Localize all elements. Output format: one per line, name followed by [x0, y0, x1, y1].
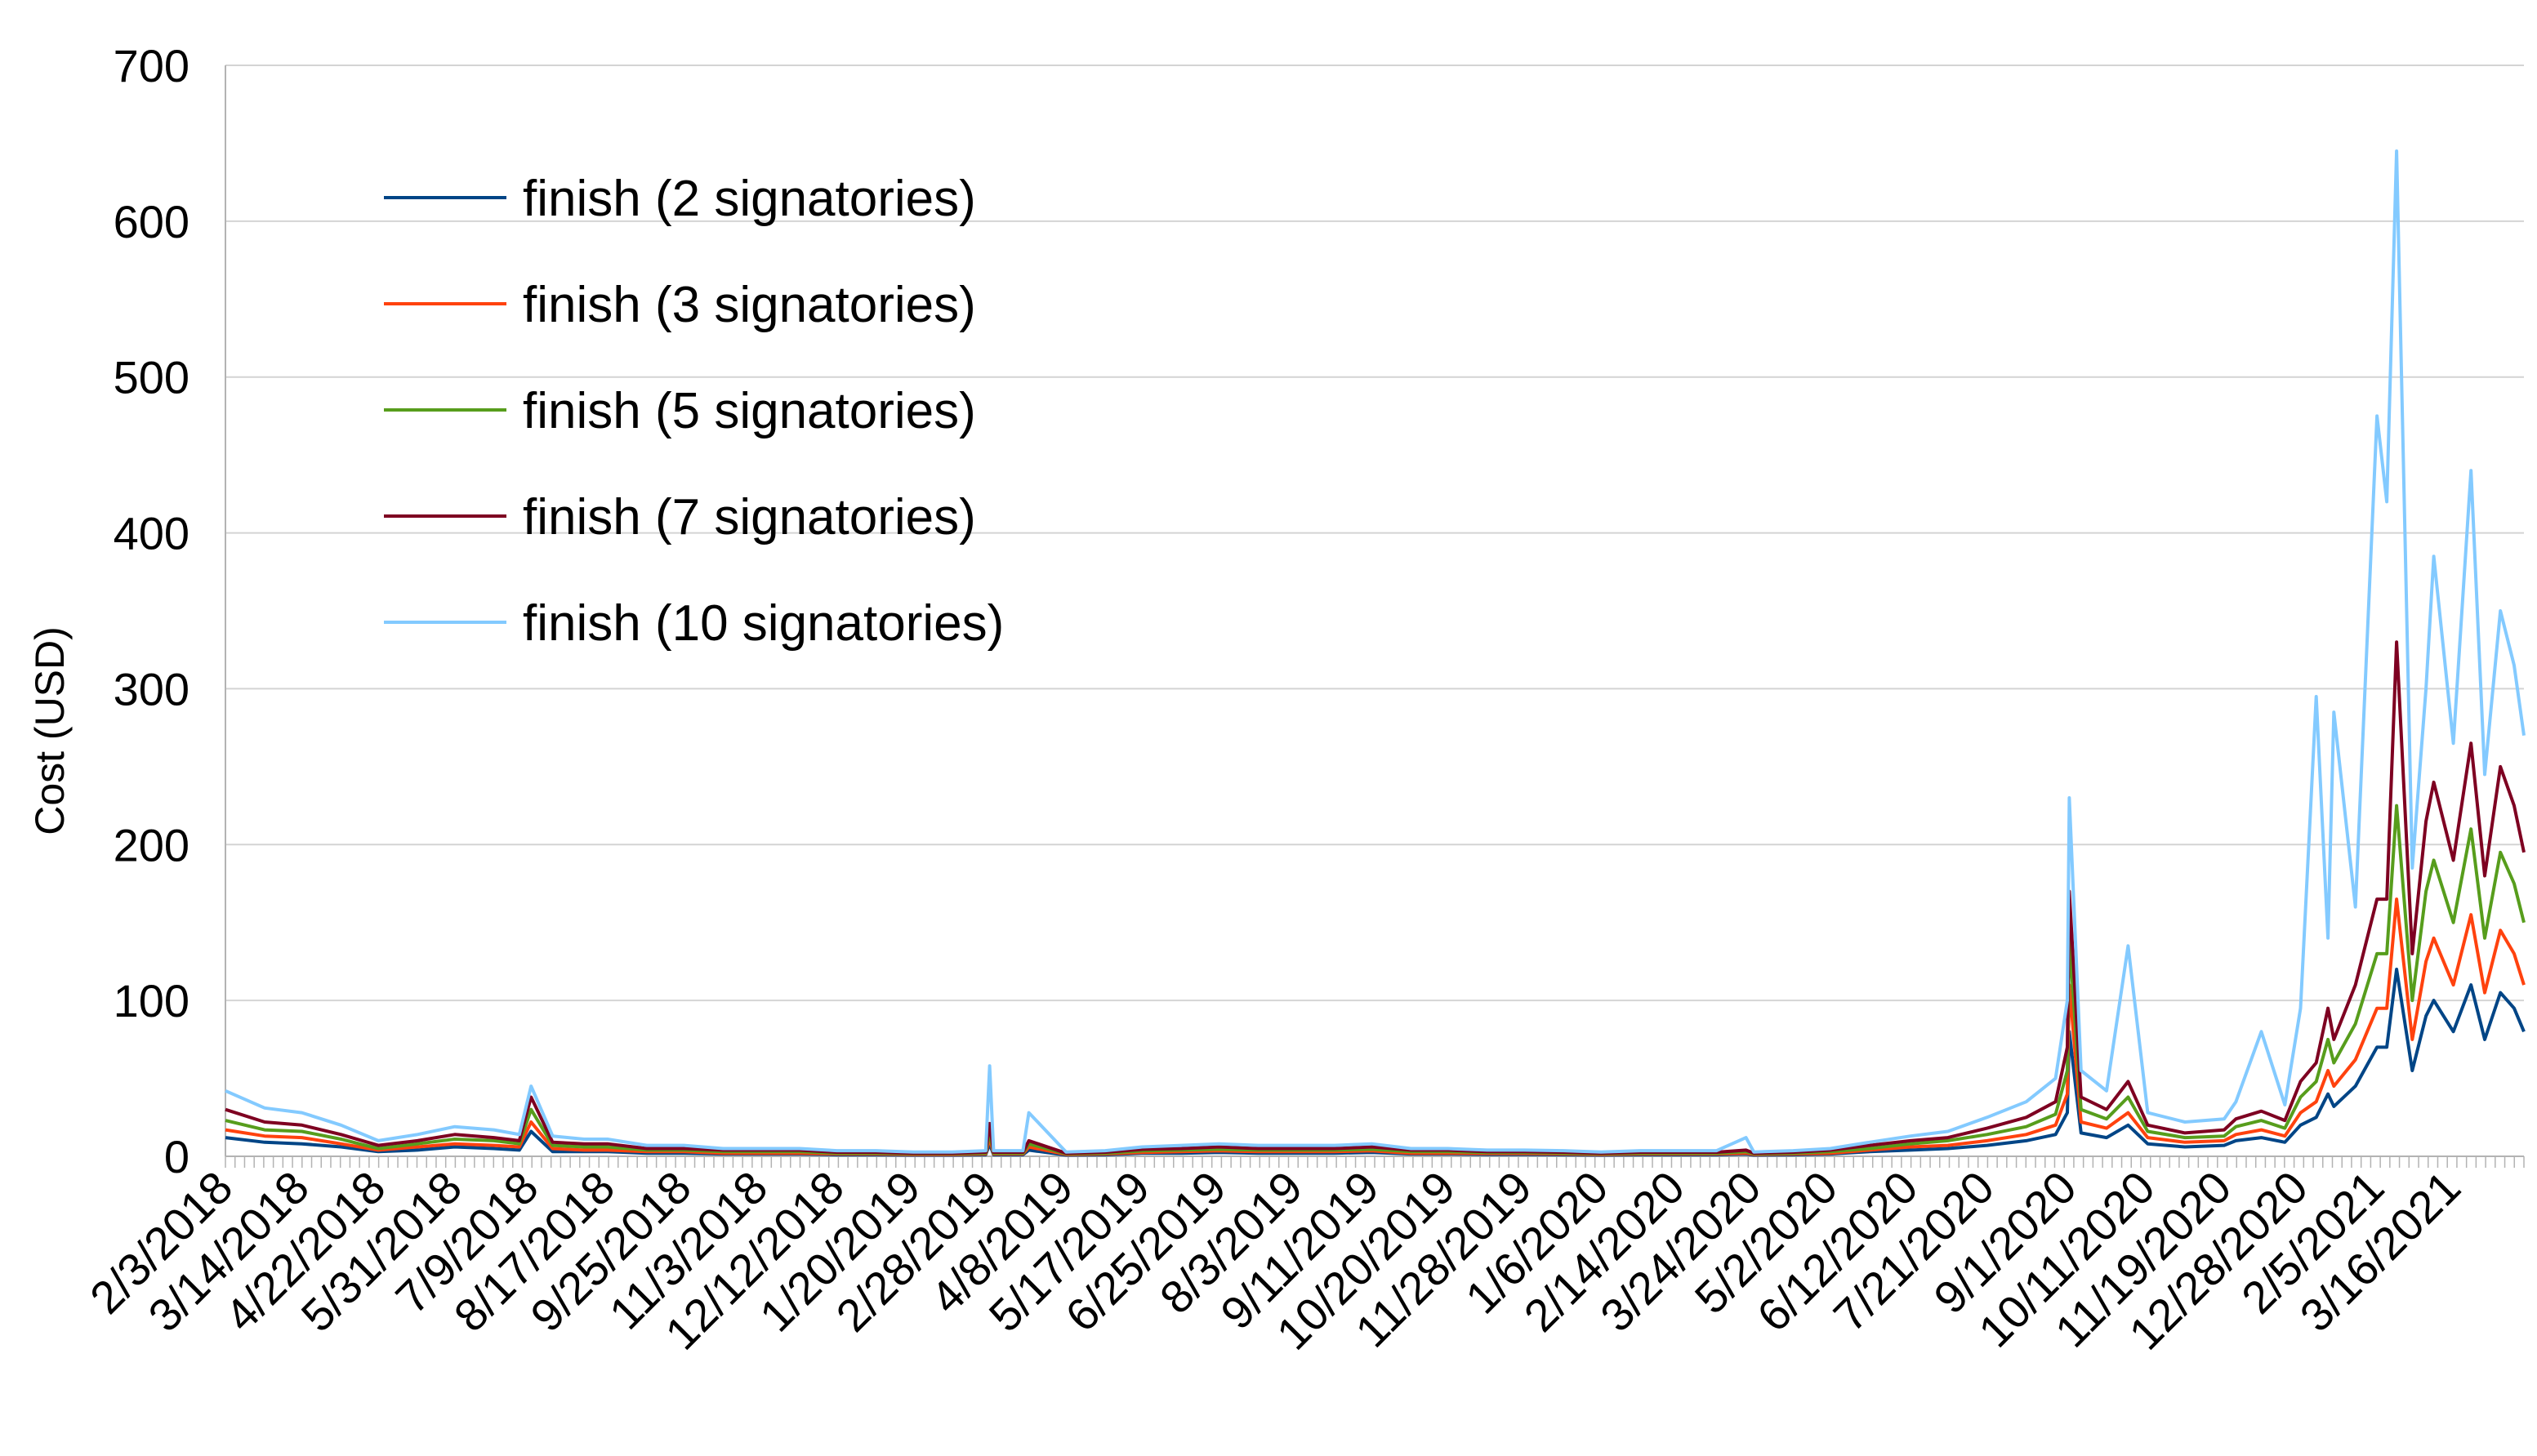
y-axis-tick-labels: 0 100 200 300 400 500 600 700	[114, 40, 189, 1182]
legend: finish (2 signatories) finish (3 signator…	[384, 171, 1004, 652]
legend-label: finish (7 signatories)	[523, 489, 976, 545]
legend-label: finish (2 signatories)	[523, 171, 976, 227]
y-tick-label: 700	[114, 40, 189, 91]
y-tick-label: 300	[114, 663, 189, 715]
y-tick-label: 500	[114, 352, 189, 403]
y-tick-label: 0	[164, 1131, 189, 1182]
y-tick-label: 100	[114, 975, 189, 1026]
plot-area	[225, 149, 2526, 1157]
y-tick-label: 400	[114, 508, 189, 559]
legend-label: finish (10 signatories)	[523, 595, 1004, 652]
legend-label: finish (5 signatories)	[523, 383, 976, 439]
series-line-5	[225, 149, 2526, 1154]
axes	[225, 65, 2525, 1168]
y-axis-title: Cost (USD)	[27, 626, 73, 835]
y-tick-label: 200	[114, 819, 189, 870]
y-tick-label: 600	[114, 196, 189, 247]
legend-label: finish (3 signatories)	[523, 277, 976, 333]
